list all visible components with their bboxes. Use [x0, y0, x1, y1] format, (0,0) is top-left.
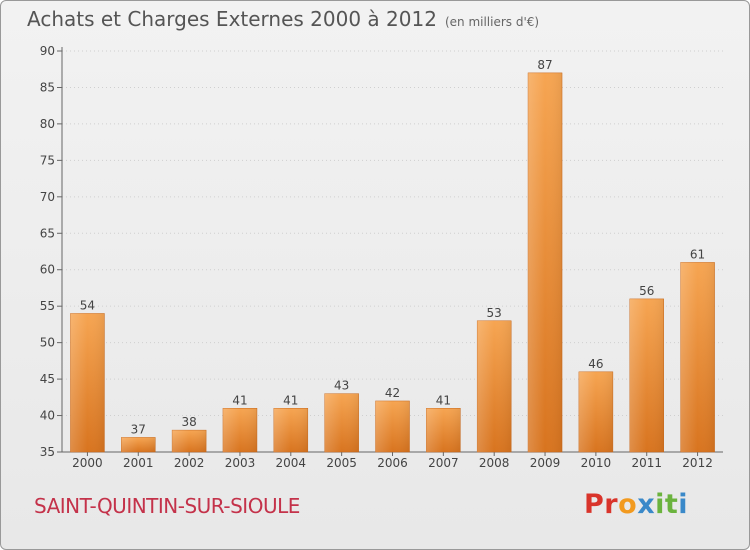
- x-tick-label: 2005: [326, 456, 357, 470]
- chart-subtitle: (en milliers d'€): [444, 15, 540, 29]
- x-tick-label: 2001: [123, 456, 154, 470]
- value-label: 41: [283, 393, 298, 407]
- x-tick-label: 2007: [428, 456, 459, 470]
- x-tick-label: 2003: [225, 456, 256, 470]
- y-tick-label: 75: [40, 153, 55, 167]
- bar-shade-2001: [121, 437, 156, 452]
- x-tick-label: 2010: [581, 456, 612, 470]
- bar-shade-2007: [426, 408, 461, 452]
- bar-shade-2011: [629, 298, 664, 452]
- bar-shade-2005: [324, 393, 359, 452]
- bar-shade-2006: [375, 400, 410, 452]
- bar-shade-2010: [578, 371, 613, 452]
- chart-title: Achats et Charges Externes 2000 à 2012 (e…: [27, 7, 539, 31]
- x-tick-label: 2012: [682, 456, 713, 470]
- x-tick-label: 2004: [276, 456, 307, 470]
- bar-shade-2000: [70, 313, 105, 452]
- value-label: 41: [232, 393, 247, 407]
- x-tick-label: 2008: [479, 456, 510, 470]
- y-tick-label: 50: [40, 336, 55, 350]
- y-tick-label: 70: [40, 190, 55, 204]
- proxiti-logo: Proxiti: [584, 489, 689, 520]
- value-label: 56: [639, 284, 654, 298]
- city-name: SAINT-QUINTIN-SUR-SIOULE: [34, 494, 300, 518]
- bar-shade-2002: [172, 430, 207, 452]
- y-tick-label: 55: [40, 299, 55, 313]
- bar-shade-2008: [477, 320, 512, 452]
- y-tick-label: 35: [40, 445, 55, 459]
- y-tick-label: 65: [40, 226, 55, 240]
- y-tick-label: 40: [40, 409, 55, 423]
- bar-shade-2004: [273, 408, 308, 452]
- value-label: 43: [334, 379, 349, 393]
- y-tick-label: 85: [40, 80, 55, 94]
- bar-shade-2003: [222, 408, 257, 452]
- y-tick-label: 90: [40, 44, 55, 58]
- axis-layer: 35 40 45 50 55 60 65 70 75 80 85 90: [40, 44, 723, 459]
- value-label: 46: [588, 357, 603, 371]
- grid-layer: [62, 50, 723, 417]
- y-tick-label: 60: [40, 263, 55, 277]
- value-label: 54: [80, 298, 95, 312]
- value-label: 61: [690, 247, 705, 261]
- x-tick-label: 2011: [631, 456, 662, 470]
- bar-layer: [70, 72, 715, 453]
- y-tick-label: 80: [40, 117, 55, 131]
- x-tick-label: 2002: [174, 456, 205, 470]
- value-label: 42: [385, 386, 400, 400]
- bar-shade-2009: [528, 72, 563, 452]
- bar-shade-2012: [680, 262, 715, 452]
- value-label: 38: [181, 415, 196, 429]
- value-label: 87: [537, 58, 552, 72]
- y-tick-label: 45: [40, 372, 55, 386]
- label-layer: 54 2000 37 2001 38 2002 41 2003 41 2004 43 2005 42 20…: [72, 58, 713, 470]
- x-tick-label: 2006: [377, 456, 408, 470]
- value-label: 37: [131, 422, 146, 436]
- value-label: 53: [487, 306, 502, 320]
- x-tick-label: 2000: [72, 456, 103, 470]
- value-label: 41: [436, 393, 451, 407]
- x-tick-label: 2009: [530, 456, 561, 470]
- title-text: Achats et Charges Externes 2000 à 2012: [27, 7, 437, 31]
